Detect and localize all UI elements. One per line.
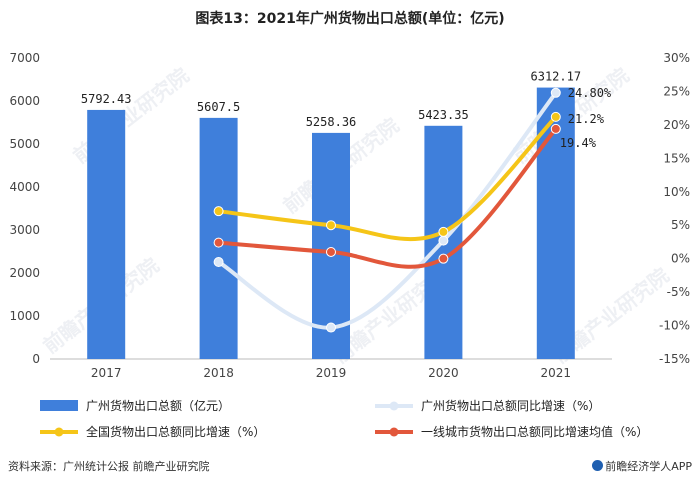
tier1-growth-line [218, 127, 558, 269]
bar-data-label: 5792.43 [81, 92, 132, 106]
tier1-growth-point [438, 253, 449, 264]
national-growth-point [326, 220, 336, 231]
right-axis-tick: -5% [667, 285, 690, 299]
legend-label: 广州货物出口总额（亿元） [86, 398, 230, 413]
tier1-growth-data-label: 19.4% [560, 136, 597, 150]
brand-credit: 前瞻经济学人APP [592, 458, 692, 474]
right-axis-tick: 10% [663, 185, 690, 199]
guangzhou-growth-data-label: 24.80% [568, 86, 612, 100]
left-axis-tick: 1000 [9, 309, 40, 323]
guangzhou-growth-point [326, 322, 336, 333]
bar-data-label: 5258.36 [306, 115, 357, 129]
bar-data-label: 5423.35 [418, 108, 469, 122]
right-axis-tick: -15% [659, 352, 690, 366]
bar-data-label: 6312.17 [531, 70, 582, 84]
guangzhou-growth-point [550, 87, 561, 98]
left-axis-tick: 5000 [9, 137, 40, 151]
legend-swatch-marker [54, 427, 64, 437]
left-axis-tick: 7000 [9, 51, 40, 65]
right-axis-tick: -10% [659, 319, 690, 333]
source-note: 资料来源：广州统计公报 前瞻产业研究院 [8, 460, 210, 473]
national-growth-point [213, 206, 224, 217]
guangzhou-growth-point [213, 257, 224, 268]
x-axis-tick: 2020 [428, 366, 459, 380]
national-growth-data-label: 21.2% [568, 112, 605, 126]
national-growth-point [550, 111, 561, 122]
bar [87, 109, 126, 359]
legend-label: 一线城市货物出口总额同比增速均值（%） [421, 424, 648, 439]
right-axis-tick: 15% [663, 151, 690, 165]
guangzhou-growth-point [438, 235, 449, 246]
chart-title: 图表13：2021年广州货物出口总额(单位：亿元) [195, 11, 505, 27]
legend-label: 全国货物出口总额同比增速（%） [86, 424, 265, 439]
tier1-growth-point [326, 246, 336, 257]
right-axis-tick: 20% [663, 118, 690, 132]
left-axis-tick: 2000 [9, 266, 40, 280]
bar [312, 132, 350, 359]
left-axis-tick: 6000 [9, 94, 40, 108]
legend-swatch-marker [389, 401, 399, 411]
left-axis-tick: 4000 [9, 180, 40, 194]
right-axis-tick: 30% [663, 51, 690, 65]
legend-swatch-marker [389, 427, 399, 437]
left-axis-tick: 3000 [9, 223, 40, 237]
bar-data-label: 5607.5 [197, 100, 240, 114]
x-axis-tick: 2018 [203, 366, 234, 380]
legend-swatch-bar [40, 400, 78, 411]
brand-label: 前瞻经济学人APP [605, 460, 692, 473]
right-axis-tick: 5% [671, 218, 690, 232]
right-axis-tick: 25% [663, 84, 690, 98]
tier1-growth-point [213, 237, 224, 248]
guangzhou-growth-line [217, 91, 558, 330]
x-axis-tick: 2021 [541, 366, 572, 380]
national-growth-point [438, 226, 449, 237]
tier1-growth-point [550, 123, 561, 134]
combo-chart: 0 1000 2000 3000 4000 5000 6000 7000 -15% -10% -5… [9, 51, 690, 439]
national-growth-line [218, 115, 558, 241]
x-axis-tick: 2019 [316, 366, 347, 380]
left-axis-tick: 0 [32, 352, 40, 366]
x-axis-tick: 2017 [91, 366, 122, 380]
right-axis-tick: 0% [671, 252, 690, 266]
legend-label: 广州货物出口总额同比增速（%） [421, 398, 600, 413]
brand-logo-icon [592, 460, 604, 471]
